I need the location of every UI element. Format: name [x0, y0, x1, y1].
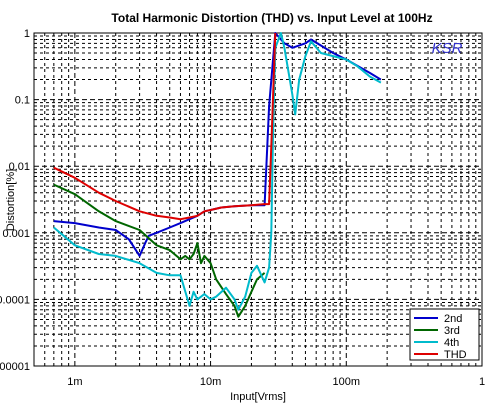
legend-label-4th: 4th [444, 337, 459, 349]
y-tick-label: 0.1 [15, 95, 30, 107]
series-line-3rd [53, 183, 266, 318]
series-line-4th [53, 32, 382, 311]
watermark-logo: KSR [432, 40, 463, 57]
y-tick-label: 0.0001 [0, 294, 30, 306]
x-axis-label: Input[Vrms] [230, 391, 286, 403]
x-tick-label: 1m [67, 376, 82, 388]
legend-label-thd: THD [444, 349, 467, 361]
x-tick-label: 1 [479, 376, 485, 388]
y-tick-label: 0.00001 [0, 361, 30, 373]
y-tick-label: 0.001 [2, 228, 30, 240]
x-tick-label: 100m [333, 376, 361, 388]
legend-label-3rd: 3rd [444, 325, 460, 337]
y-tick-label: 1 [24, 28, 30, 40]
y-tick-label: 0.01 [9, 161, 30, 173]
y-axis-label: Distortion[%] [5, 169, 17, 231]
y-tick-labels: 1 0.1 0.01 0.001 0.0001 0.00001 [0, 28, 30, 373]
chart-title: Total Harmonic Distortion (THD) vs. Inpu… [111, 11, 432, 25]
x-tick-label: 10m [200, 376, 221, 388]
plot-frame [33, 32, 483, 367]
legend-label-2nd: 2nd [444, 313, 462, 325]
series-lines [53, 32, 382, 318]
x-tick-labels: 1m 10m 100m 1 [67, 376, 485, 388]
series-line-thd [53, 32, 277, 221]
